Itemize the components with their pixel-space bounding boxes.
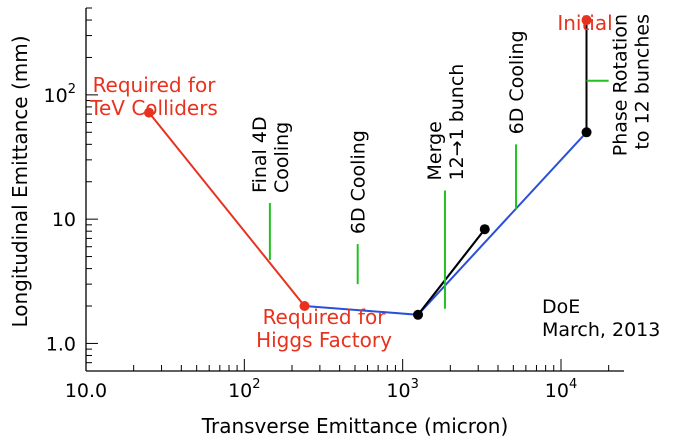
data-markers — [144, 15, 592, 320]
y-tick-label-base: 10 — [44, 85, 68, 107]
y-tick-label-exponent: 2 — [68, 82, 76, 97]
x-tick-label-base: 10.0 — [65, 380, 107, 402]
data-marker — [413, 309, 424, 320]
x-tick-label-base: 10 — [228, 380, 252, 402]
annotation-text: Initial — [557, 11, 612, 35]
y-tick-label: 102 — [44, 82, 76, 107]
y-axis-title: Longitudinal Emittance (mm) — [8, 35, 32, 327]
data-marker — [581, 127, 592, 138]
y-tick-label: 1.0 — [46, 333, 76, 355]
x-tick-label-exponent: 4 — [569, 377, 577, 392]
series-line-red — [148, 111, 306, 307]
x-axis-title: Transverse Emittance (micron) — [201, 414, 509, 438]
stage-label: to 12 bunches — [632, 14, 654, 150]
x-tick-label-exponent: 3 — [411, 377, 419, 392]
annotation-text: Required for — [263, 305, 387, 329]
x-tick-label: 102 — [228, 377, 260, 402]
data-marker — [299, 301, 310, 312]
x-tick-label: 103 — [386, 377, 418, 402]
annotation-text: TeV Colliders — [89, 96, 218, 120]
series-line-black — [417, 228, 486, 316]
stage-label: Final 4D — [249, 116, 271, 193]
annotation-text: March, 2013 — [542, 319, 660, 341]
series-line-blue — [417, 131, 588, 316]
stage-label: 6D Cooling — [348, 130, 370, 234]
x-tick-label-base: 10 — [386, 380, 410, 402]
stage-label: Phase Rotation — [610, 14, 632, 156]
x-tick-label-exponent: 2 — [252, 377, 260, 392]
stage-label: 12→1 bunch — [446, 64, 468, 181]
x-tick-label-base: 10 — [545, 380, 569, 402]
y-tick-label-base: 10 — [52, 209, 76, 231]
text-labels: Transverse Emittance (micron) Longitudina… — [8, 11, 660, 438]
annotation-text: Required for — [93, 73, 217, 97]
data-marker — [144, 107, 155, 118]
y-tick-label: 10 — [52, 209, 76, 231]
stage-label: Cooling — [271, 122, 293, 193]
stage-label: 6D Cooling — [506, 30, 528, 134]
y-tick-label-base: 1.0 — [46, 333, 76, 355]
data-marker — [581, 15, 592, 26]
annotation-text: DoE — [542, 296, 580, 318]
stage-label: Merge — [424, 121, 446, 180]
x-tick-label: 104 — [545, 377, 577, 402]
x-tick-label: 10.0 — [65, 380, 107, 402]
stage-markers — [268, 79, 609, 309]
data-marker — [479, 224, 490, 235]
annotation-text: Higgs Factory — [256, 328, 392, 352]
